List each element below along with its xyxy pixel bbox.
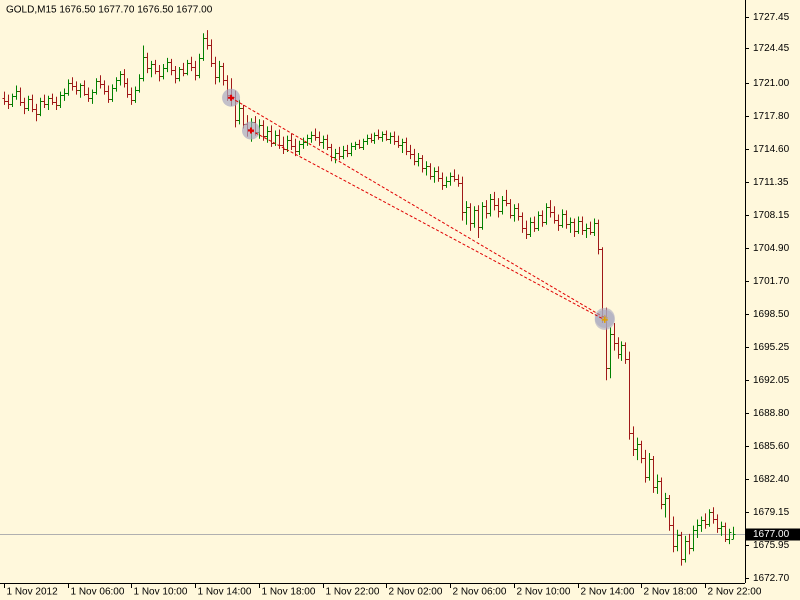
y-tick-label: 1717.80 [753,111,790,122]
y-tick-label: 1695.25 [753,342,790,353]
y-tick-label: 1679.15 [753,507,790,518]
x-tick-label: 1 Nov 06:00 [71,587,125,598]
y-tick-label: 1675.95 [753,540,790,551]
x-tick-label: 1 Nov 18:00 [262,587,316,598]
x-tick-label: 2 Nov 06:00 [453,587,507,598]
x-tick-label: 2 Nov 14:00 [581,587,635,598]
trade-line [230,97,606,319]
x-tick-label: 1 Nov 10:00 [134,587,188,598]
trade-open-marker [228,94,235,101]
x-tick-label: 1 Nov 22:00 [326,587,380,598]
x-tick-label: 2 Nov 18:00 [644,587,698,598]
chart-title: GOLD,M15 1676.50 1677.70 1676.50 1677.00 [6,5,213,16]
current-price-label: 1677.00 [753,529,790,540]
y-tick-label: 1692.05 [753,375,790,386]
trade-open-marker [247,127,254,134]
y-tick-label: 1672.70 [753,573,790,584]
x-tick-label: 2 Nov 22:00 [708,587,762,598]
y-tick-label: 1688.80 [753,408,790,419]
y-tick-label: 1708.15 [753,210,790,221]
x-tick-label: 2 Nov 02:00 [389,587,443,598]
y-tick-label: 1711.35 [753,177,789,188]
y-tick-label: 1714.60 [753,144,790,155]
current-price-box [746,528,800,541]
x-tick-label: 1 Nov 14:00 [198,587,252,598]
trade-line [250,130,606,321]
y-tick-label: 1685.60 [753,441,790,452]
x-tick-label: 2 Nov 10:00 [517,587,571,598]
y-tick-label: 1721.00 [753,78,790,89]
y-tick-label: 1704.90 [753,243,790,254]
y-tick-label: 1724.45 [753,43,790,54]
y-tick-label: 1698.50 [753,309,790,320]
y-tick-label: 1727.45 [753,12,790,23]
y-tick-label: 1701.70 [753,276,790,287]
trade-close-marker [601,316,608,323]
y-tick-label: 1682.40 [753,474,790,485]
x-tick-label: 1 Nov 2012 [7,587,59,598]
